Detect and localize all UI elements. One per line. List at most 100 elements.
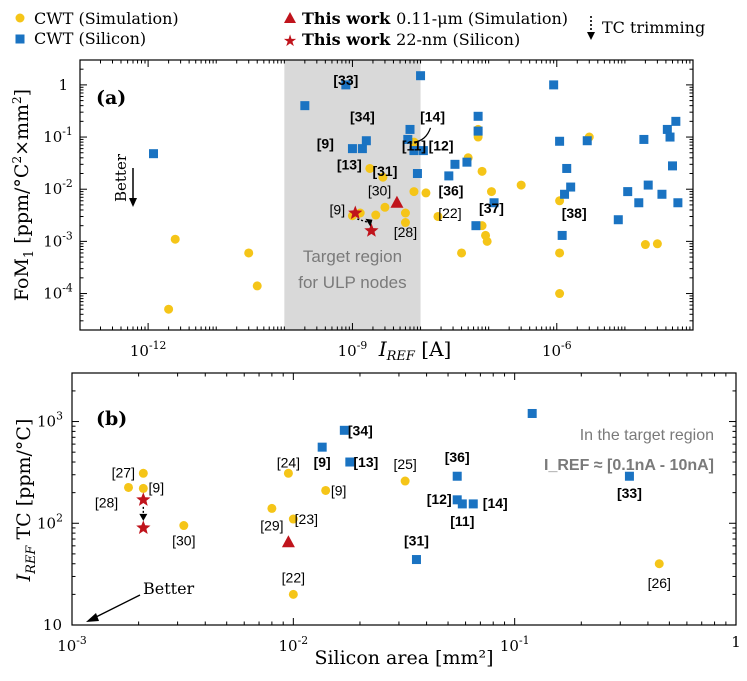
better-label-a: Better <box>112 153 130 202</box>
y-tick-label-b-100: 102 <box>37 511 63 532</box>
ref-label-a: [30] <box>368 183 391 199</box>
data-point-b <box>345 457 355 467</box>
x-tick-label-a: 10-6 <box>542 339 572 360</box>
data-point-a <box>639 134 649 144</box>
data-point-a <box>403 134 413 144</box>
ref-label-b: [24] <box>277 454 300 470</box>
ref-label-a: [14] <box>420 108 445 124</box>
ref-label-b: [9] <box>149 479 165 495</box>
ref-label-a: [33] <box>333 72 358 88</box>
data-point-b <box>138 483 148 493</box>
data-point-a <box>400 208 410 218</box>
data-point-a <box>560 189 570 199</box>
data-point-b <box>138 468 148 478</box>
data-point-a <box>623 187 633 197</box>
ref-label-b: [27] <box>112 464 135 480</box>
y-tick-label-b-1000: 103 <box>37 410 63 431</box>
data-point-b <box>339 425 349 435</box>
y-axis-label-a-part: 2 <box>10 156 24 164</box>
x-axis-label-a-sub: REF <box>386 349 416 364</box>
ref-label-a: [36] <box>439 183 464 199</box>
ref-label-b: [13] <box>353 454 378 470</box>
x-tick-label-a-base: 10 <box>542 342 561 360</box>
panel-a-frame <box>79 59 694 331</box>
x-tick-label-b-base: 10 <box>500 637 519 655</box>
data-point-a <box>164 304 174 314</box>
data-point-a <box>671 116 681 126</box>
ref-label-a: [22] <box>438 205 461 221</box>
data-point-a <box>364 223 379 237</box>
data-point-a <box>347 144 357 154</box>
data-point-b <box>288 589 298 599</box>
target-note-line-1: In the target region <box>580 427 714 444</box>
data-point-a <box>555 248 565 258</box>
ref-label-b: [33] <box>617 485 642 501</box>
ref-label-b: [14] <box>483 495 508 511</box>
legend-tw-si-bold: This work <box>302 30 391 49</box>
data-point-a <box>416 71 426 81</box>
y-tick-label-a: 10-3 <box>43 229 73 250</box>
data-point-a <box>562 163 572 173</box>
y-axis-label-a: FoM1 [ppm/°C2×mm2] <box>10 89 37 301</box>
data-point-a <box>477 166 487 176</box>
panel-b-frame <box>71 372 737 626</box>
legend-tw-sim-rest: 0.11-μm (Simulation) <box>396 9 568 28</box>
y-axis-label-a-part: [ppm/°C <box>11 164 33 250</box>
x-tick-label-b-exp: -1 <box>519 634 530 647</box>
ref-label-a: [31] <box>372 163 397 179</box>
ref-label-b: [23] <box>295 511 318 527</box>
data-point-a <box>378 172 388 182</box>
data-point-a <box>457 248 467 258</box>
data-point-a <box>555 289 565 299</box>
data-point-a <box>371 210 381 220</box>
y-tick-label-a: 10-2 <box>43 177 73 198</box>
data-point-a <box>348 205 363 220</box>
data-point-a <box>149 149 159 159</box>
x-tick-label-b-base: 10 <box>279 637 298 655</box>
data-point-b <box>624 471 634 481</box>
data-point-a <box>640 240 650 250</box>
ref-label-b: [28] <box>95 494 118 510</box>
x-tick-label-b-exp: -3 <box>76 634 87 647</box>
trim-arrowhead-a <box>365 218 373 227</box>
y-axis-label-a-part: 2 <box>10 96 24 104</box>
ref-14-leader <box>413 127 432 143</box>
data-point-a <box>409 146 419 156</box>
y-axis-label-b-part: REF <box>24 545 39 575</box>
panel-b-tag: (b) <box>96 408 127 430</box>
y-tick-label-a-base: 10 <box>43 128 62 146</box>
data-point-a <box>473 126 483 136</box>
trim-arrowhead-b <box>139 513 148 521</box>
ref-label-b: [12] <box>427 491 452 507</box>
legend-cwt-sim-label: CWT (Simulation) <box>34 9 179 28</box>
data-point-a <box>400 218 410 228</box>
data-point-a <box>486 187 496 197</box>
better-arrowhead-b <box>86 613 99 622</box>
data-point-a <box>473 111 483 121</box>
y-tick-label-b-100-exp: 2 <box>56 511 63 524</box>
ref-label-b: [36] <box>445 449 470 465</box>
x-tick-label-a-base: 10 <box>130 342 149 360</box>
data-point-a <box>300 101 310 111</box>
data-point-a <box>665 132 675 142</box>
data-point-a <box>444 171 454 181</box>
data-point-b <box>654 559 664 569</box>
ref-label-b: [34] <box>348 422 373 438</box>
x-tick-label-a-exp: -9 <box>357 339 368 352</box>
data-point-a <box>252 281 262 291</box>
data-point-a <box>516 180 526 190</box>
x-tick-label-a-exp: -12 <box>149 339 166 352</box>
data-point-a <box>657 189 667 199</box>
y-axis-label-b: IREF TC [ppm/°C] <box>13 419 39 583</box>
better-label-b: Better <box>143 579 195 598</box>
data-point-b <box>267 503 277 513</box>
data-point-a <box>421 188 431 198</box>
legend-tw-sim-bold: This work <box>302 9 391 28</box>
y-axis-label-a-part: ] <box>11 89 33 96</box>
x-tick-label-b: 10-3 <box>57 634 87 655</box>
data-point-a <box>433 211 443 221</box>
data-point-b <box>452 471 462 481</box>
data-point-b <box>468 499 478 509</box>
y-tick-label-b-1000-exp: 3 <box>56 410 63 423</box>
